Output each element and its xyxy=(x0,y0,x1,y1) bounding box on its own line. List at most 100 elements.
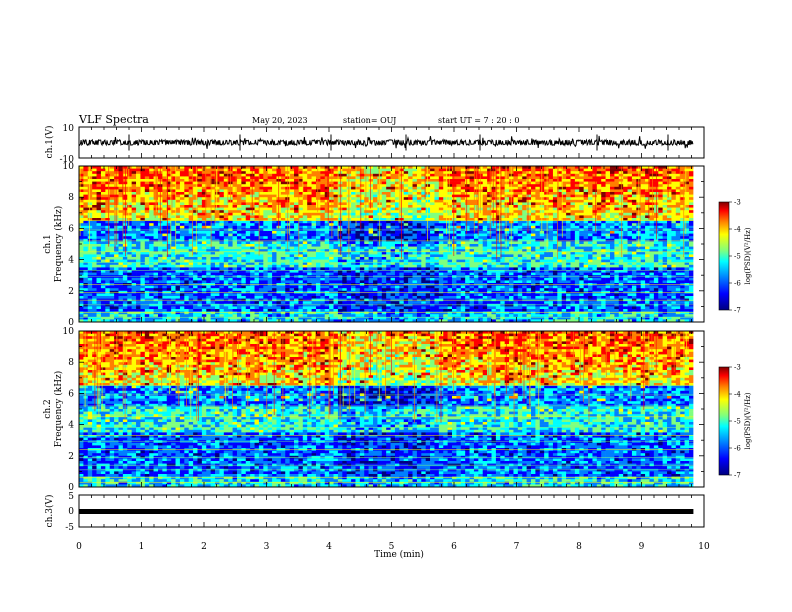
spectrogram-cell xyxy=(272,173,277,177)
spectrogram-cell xyxy=(188,215,194,219)
spectrogram-cell xyxy=(83,319,89,323)
spectrogram-cell xyxy=(184,179,190,182)
spectrogram-cell xyxy=(403,223,409,227)
spectrogram-cell xyxy=(175,314,181,318)
spectrogram-cell xyxy=(245,210,251,214)
spectrogram-cell xyxy=(377,288,383,292)
spectrogram-cell xyxy=(118,207,124,211)
spectrogram-cell xyxy=(250,303,255,307)
spectrogram-cell xyxy=(320,231,326,234)
spectrogram-cell xyxy=(364,288,369,292)
spectrogram-cell xyxy=(373,270,378,273)
spectrogram-cell xyxy=(179,303,185,307)
spectrogram-cell xyxy=(162,236,168,240)
spectrogram-cell xyxy=(386,207,391,211)
spectrogram-cell xyxy=(258,171,264,175)
spectrogram-cell xyxy=(201,272,207,276)
spectrogram-cell xyxy=(179,280,185,284)
spectrogram-cell xyxy=(359,215,365,219)
spectrogram-cell xyxy=(333,254,339,258)
spectrogram-cell xyxy=(302,181,308,185)
spectrogram-cell xyxy=(302,171,308,175)
spectrogram-cell xyxy=(83,264,89,268)
spectrogram-cell xyxy=(390,194,396,198)
spectrogram-cell xyxy=(258,244,264,247)
spectrogram-cell xyxy=(298,241,304,245)
spectrogram-cell xyxy=(201,288,207,292)
spectrogram-cell xyxy=(373,280,378,284)
spectrogram-cell xyxy=(193,241,198,245)
spectrogram-cell xyxy=(324,171,330,175)
spectrogram-cell xyxy=(302,168,308,172)
spectrogram-cell xyxy=(258,184,264,188)
spectrogram-cell xyxy=(105,238,111,242)
spectrogram-cell xyxy=(412,192,418,195)
spectrogram-cell xyxy=(179,236,185,240)
spectrogram-cell xyxy=(337,171,343,175)
spectrogram-cell xyxy=(105,184,111,188)
spectrogram-cell xyxy=(153,197,159,201)
spectrogram-cell xyxy=(272,246,277,250)
spectrogram-cell xyxy=(394,223,400,227)
spectrogram-cell xyxy=(258,270,264,273)
spectrogram-cell xyxy=(144,316,150,320)
spectrogram-cell xyxy=(403,236,409,240)
spectrogram-cell xyxy=(359,280,365,284)
spectrogram-cell xyxy=(166,236,172,240)
spectrogram-cell xyxy=(197,267,203,271)
spectrogram-cell xyxy=(408,251,413,255)
spectrogram-cell xyxy=(236,205,242,208)
spectrogram-cell xyxy=(157,272,163,276)
spectrogram-cell xyxy=(223,306,229,310)
spectrogram-cell xyxy=(109,179,115,182)
spectrogram-cell xyxy=(193,233,198,237)
spectrogram-cell xyxy=(210,262,216,266)
spectrogram-cell xyxy=(118,181,124,185)
spectrogram-cell xyxy=(294,293,299,297)
spectrogram-cell xyxy=(184,309,190,312)
spectrogram-cell xyxy=(333,319,339,323)
spectrogram-cell xyxy=(412,210,418,214)
spectrogram-cell xyxy=(364,257,369,260)
spectrogram-cell xyxy=(254,251,260,255)
spectrogram-cell xyxy=(412,233,418,237)
spectrogram-cell xyxy=(131,262,137,266)
spectrogram-cell xyxy=(408,270,413,273)
spectrogram-cell xyxy=(408,225,413,229)
spectrogram-cell xyxy=(280,212,286,216)
spectrogram-cell xyxy=(184,176,190,180)
spectrogram-cell xyxy=(329,186,334,190)
spectrogram-cell xyxy=(109,306,115,310)
spectrogram-cell xyxy=(276,311,282,315)
spectrogram-cell xyxy=(96,285,102,289)
spectrogram-cell xyxy=(377,306,383,310)
spectrogram-cell xyxy=(136,179,141,182)
spectrogram-cell xyxy=(254,259,260,263)
spectrogram-cell xyxy=(267,173,273,177)
spectrogram-cell xyxy=(346,257,352,260)
spectrogram-cell xyxy=(223,254,229,258)
spectrogram-cell xyxy=(236,285,242,289)
spectrogram-cell xyxy=(381,288,387,292)
spectrogram-cell xyxy=(140,316,146,320)
spectrogram-cell xyxy=(386,181,391,185)
spectrogram-cell xyxy=(280,168,286,172)
spectrogram-cell xyxy=(320,197,326,201)
spectrogram-cell xyxy=(179,189,185,193)
spectrogram-cell xyxy=(311,309,317,312)
spectrogram-cell xyxy=(394,186,400,190)
spectrogram-cell xyxy=(105,181,111,185)
spectrogram-cell xyxy=(166,218,172,221)
spectrogram-cell xyxy=(223,311,229,315)
spectrogram-cell xyxy=(153,171,159,175)
spectrogram-cell xyxy=(184,314,190,318)
spectrogram-cell xyxy=(254,306,260,310)
spectrogram-cell xyxy=(403,249,409,253)
spectrogram-cell xyxy=(289,288,295,292)
spectrogram-cell xyxy=(368,168,374,172)
spectrogram-cell xyxy=(315,285,321,289)
spectrogram-cell xyxy=(92,301,97,305)
spectrogram-cell xyxy=(219,166,225,169)
spectrogram-cell xyxy=(276,251,282,255)
spectrogram-cell xyxy=(223,189,229,193)
